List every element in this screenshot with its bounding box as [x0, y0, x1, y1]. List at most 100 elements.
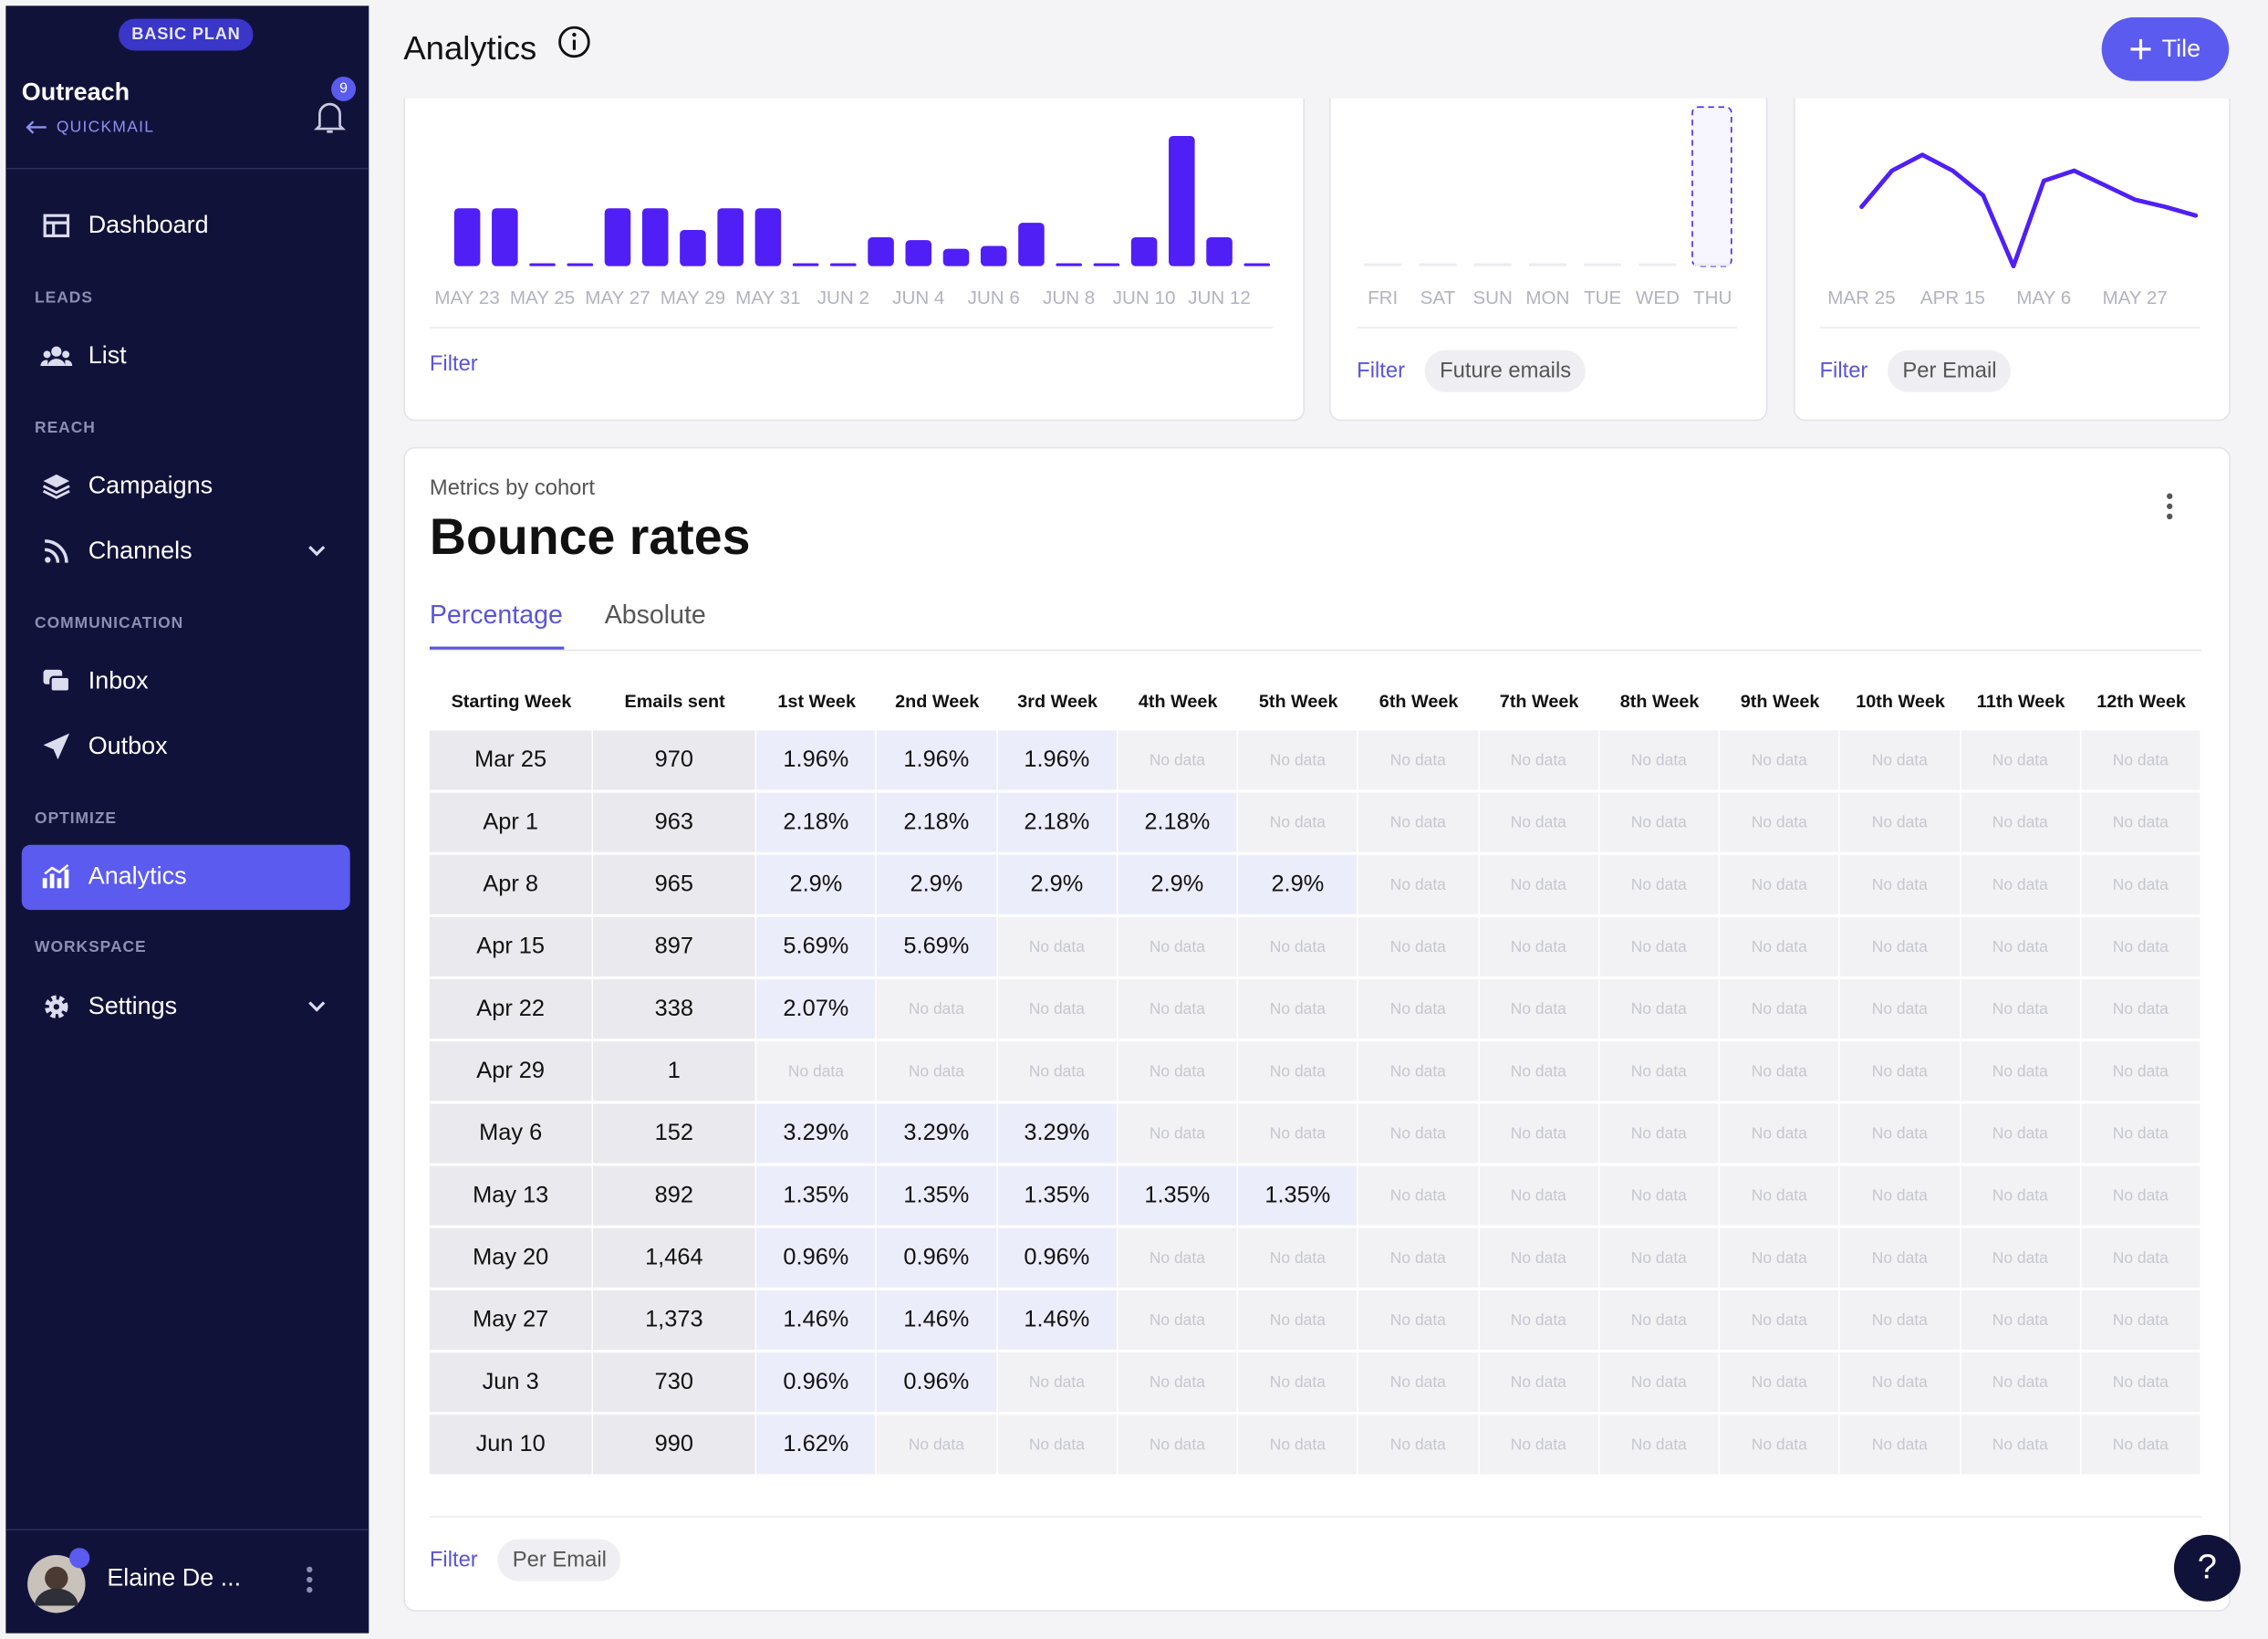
- divider: [429, 327, 1274, 329]
- table-cell: 990: [593, 1415, 757, 1477]
- plan-badge: BASIC PLAN: [119, 18, 254, 51]
- table-cell: 730: [593, 1352, 757, 1415]
- button-label: Tile: [2161, 35, 2201, 63]
- table-cell: No data: [1238, 730, 1359, 793]
- bar: [567, 263, 594, 266]
- nav-item[interactable]: Outbox: [88, 732, 168, 760]
- user-menu-icon[interactable]: [301, 1565, 318, 1594]
- table-cell: No data: [1599, 1415, 1721, 1477]
- bar: [1093, 263, 1120, 266]
- tab-active[interactable]: Percentage: [429, 600, 563, 630]
- table-cell: No data: [2081, 1352, 2202, 1415]
- x-tick-label: FRI: [1368, 287, 1398, 308]
- filter-bar: Filter Future emails: [1357, 349, 1587, 392]
- table-cell: No data: [997, 1352, 1118, 1415]
- nav-item[interactable]: List: [88, 341, 127, 370]
- table-cell: No data: [1479, 854, 1600, 917]
- table-cell: 2.9%: [877, 854, 998, 917]
- bar: [1639, 263, 1677, 266]
- table-cell: 338: [593, 979, 757, 1042]
- nav-item[interactable]: Channels: [88, 537, 192, 565]
- table-cell: No data: [1118, 1103, 1239, 1166]
- table-cell: No data: [1840, 792, 1961, 855]
- bar: [453, 208, 481, 266]
- nav-item[interactable]: Settings: [88, 992, 178, 1020]
- filter-link[interactable]: Filter: [429, 1547, 478, 1572]
- workspace-name[interactable]: Outreach: [21, 78, 130, 106]
- x-tick-label: MAY 27: [2102, 287, 2167, 308]
- table-cell: No data: [1840, 1352, 1961, 1415]
- table-cell: No data: [1599, 1103, 1721, 1166]
- nav-item[interactable]: Dashboard: [88, 211, 209, 239]
- x-tick-label: JUN 4: [892, 287, 944, 308]
- table-cell: No data: [2081, 1103, 2202, 1166]
- table-cell: No data: [1961, 1103, 2082, 1166]
- filter-bar: Filter Per Email: [1820, 349, 2012, 392]
- table-cell: No data: [1358, 1289, 1480, 1353]
- line: [1859, 152, 2199, 269]
- page-title: Analytics: [403, 28, 537, 67]
- table-cell: No data: [1479, 1041, 1600, 1104]
- bar: [830, 263, 857, 266]
- chevron[interactable]: [307, 544, 327, 559]
- nav-item[interactable]: Analytics: [88, 861, 187, 890]
- nav-section: OPTIMIZE: [35, 809, 118, 828]
- table-cell: No data: [1840, 854, 1961, 917]
- bell-icon[interactable]: [312, 99, 347, 136]
- table-cell: No data: [1118, 1289, 1239, 1353]
- table-cell: No data: [1961, 1289, 2082, 1353]
- x-tick-label: MAY 31: [735, 287, 800, 308]
- table-cell: No data: [1358, 916, 1480, 980]
- column-header: 9th Week: [1740, 691, 1820, 712]
- table-cell: No data: [1840, 1227, 1961, 1290]
- back-link[interactable]: QUICKMAIL: [56, 118, 155, 137]
- tab[interactable]: Absolute: [604, 600, 706, 630]
- table-cell: No data: [1238, 1103, 1359, 1166]
- more-icon[interactable]: [2161, 492, 2179, 521]
- user-name[interactable]: Elaine De ...: [107, 1563, 242, 1592]
- table-cell: No data: [1720, 1415, 1841, 1477]
- add-tile-button[interactable]: Tile: [2101, 17, 2230, 81]
- table-cell: No data: [1599, 1352, 1721, 1415]
- table-cell: No data: [1118, 1041, 1239, 1104]
- filter-chip[interactable]: Future emails: [1425, 349, 1587, 391]
- table-cell: No data: [1358, 1227, 1480, 1290]
- bar: [792, 263, 819, 266]
- table-cell: No data: [1840, 916, 1961, 980]
- nav-section: REACH: [35, 419, 96, 437]
- column-header: 7th Week: [1499, 691, 1579, 712]
- table-cell: No data: [2081, 1227, 2202, 1290]
- filter-link[interactable]: Filter: [1357, 358, 1406, 383]
- table-cell: Jun 3: [429, 1352, 594, 1415]
- column-header: 11th Week: [1976, 691, 2065, 712]
- column-header: 2nd Week: [895, 691, 980, 712]
- table-cell: No data: [1720, 1165, 1841, 1228]
- filter-chip[interactable]: Per Email: [497, 1538, 621, 1581]
- info-icon[interactable]: [557, 25, 591, 59]
- bar: [641, 208, 669, 266]
- outbox-icon: [43, 733, 70, 760]
- table-cell: No data: [997, 916, 1118, 980]
- table-cell: May 20: [429, 1227, 594, 1290]
- x-tick-label: MAY 27: [585, 287, 650, 308]
- table-cell: No data: [1961, 792, 2082, 855]
- x-tick-label: MAR 25: [1827, 287, 1895, 308]
- table-cell: 963: [593, 792, 757, 855]
- table-cell: No data: [1961, 1041, 2082, 1104]
- table-cell: May 6: [429, 1103, 594, 1166]
- filter-link[interactable]: Filter: [429, 350, 478, 376]
- nav-item[interactable]: Inbox: [88, 666, 149, 694]
- avatar[interactable]: [26, 1548, 90, 1614]
- bar: [1056, 263, 1082, 266]
- bar: [980, 245, 1007, 266]
- nav-item[interactable]: Campaigns: [88, 471, 213, 499]
- x-tick-label: APR 15: [1920, 287, 1985, 308]
- filter-chip[interactable]: Per Email: [1888, 349, 2012, 391]
- chevron[interactable]: [307, 999, 327, 1014]
- column-header: Starting Week: [451, 691, 572, 712]
- table-cell: 0.96%: [756, 1352, 878, 1415]
- tab-underline: [429, 646, 565, 650]
- help-button[interactable]: ?: [2173, 1534, 2241, 1602]
- filter-link[interactable]: Filter: [1819, 358, 1868, 383]
